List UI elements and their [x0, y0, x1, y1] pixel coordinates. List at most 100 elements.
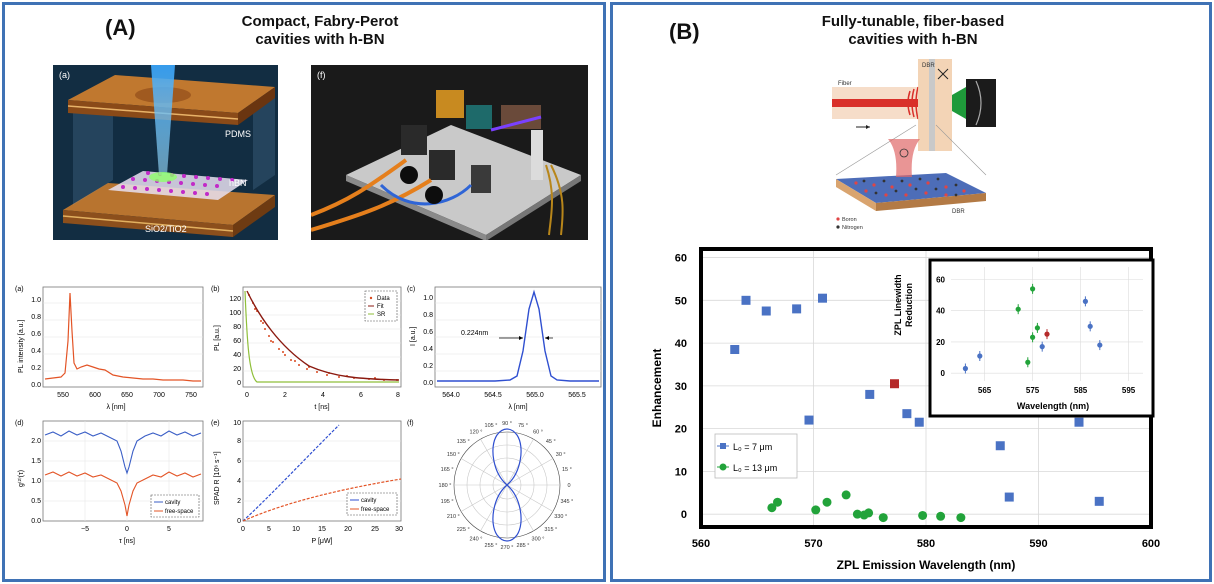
data-point-square — [914, 417, 924, 427]
main-xlabel: ZPL Emission Wavelength (nm) — [837, 558, 1016, 572]
subplot-d-ytick: 0.5 — [31, 498, 41, 505]
main-legend: L₀ = 7 μm L₀ = 13 μm — [714, 433, 798, 479]
subplot-e-label: (e) — [211, 420, 220, 427]
linewidth-annotation: 0.224nm — [461, 330, 488, 337]
subplot-b-xtick: 6 — [359, 392, 363, 399]
inset-xtick: 575 — [1026, 386, 1040, 395]
legend-sr: SR — [377, 312, 386, 318]
polar-spoke — [506, 458, 554, 486]
data-point-square — [995, 441, 1005, 451]
subplot-a: (a) PL intensity [a.u.] λ [nm] 550 600 6… — [15, 286, 204, 411]
main-ytick: 50 — [675, 295, 687, 307]
subplot-c-xlabel: λ [nm] — [508, 404, 527, 411]
g2-free-space-line — [44, 471, 202, 517]
saturation-free-space-line — [242, 478, 402, 522]
inset-data-point — [1087, 323, 1093, 329]
fiber-cable-blue — [379, 183, 473, 206]
subplot-e-xtick: 30 — [395, 526, 403, 533]
subplot-e-xtick: 20 — [344, 526, 352, 533]
subplot-e-xtick: 0 — [241, 526, 245, 533]
label-dbr-bottom: DBR — [952, 209, 965, 215]
main-legend-box — [714, 433, 798, 479]
inset-ytick: 60 — [936, 275, 945, 284]
subplot-a-xlabel: λ [nm] — [106, 404, 125, 411]
panel-b: (B) Fully-tunable, fiber-based cavities … — [610, 2, 1212, 582]
fiber-cavity-schematic: Fiber DBR DBR Boron Nitrogen — [826, 55, 998, 233]
data-point-square — [1094, 496, 1104, 506]
subplot-c-xtick: 564.5 — [484, 392, 502, 399]
label-fiber: Fiber — [838, 81, 852, 87]
main-ytick: 30 — [675, 381, 687, 393]
polar-angle-label: 330 ° — [554, 514, 567, 520]
polar-angle-label: 210 ° — [447, 514, 460, 520]
subplot-a-label: (a) — [15, 286, 24, 293]
subplot-c-ytick: 0.8 — [423, 312, 433, 319]
inset-frame — [928, 258, 1155, 418]
data-point-square — [902, 409, 912, 419]
main-yticks: 0 10 20 30 40 50 60 — [675, 253, 687, 522]
inset-data-point — [1015, 306, 1021, 312]
subplot-b: Data Fit SR (b) PL [a.u.] t [ns] 0 2 4 6… — [211, 286, 402, 411]
inset-xticks: 565 575 585 595 — [978, 386, 1136, 395]
polar-spoke — [506, 484, 554, 512]
polar-angle-label: 270 ° — [501, 545, 514, 551]
hbn-layer — [108, 171, 248, 200]
subplot-b-xtick: 4 — [321, 392, 325, 399]
polar-angle-label: 165 ° — [441, 467, 454, 473]
panel-a: (A) Compact, Fabry-Perot cavities with h… — [2, 2, 606, 582]
subplot-b-ytick: 20 — [233, 366, 241, 373]
inset-grid — [951, 267, 1143, 381]
subplot-c: 0.224nm (c) I [a.u.] λ [nm] 564.0 564.5 … — [407, 286, 602, 411]
inset-points — [962, 283, 1103, 374]
render-a-label: (a) — [59, 70, 70, 80]
panel-b-title: Fully-tunable, fiber-based cavities with… — [783, 13, 1043, 49]
data-point-circle — [822, 497, 832, 507]
subplot-e-ylabel: SPAD R [10⁶ s⁻¹] — [214, 451, 221, 505]
inset-data-point — [1034, 325, 1040, 331]
inset-xtick: 565 — [978, 386, 992, 395]
data-point-circle — [936, 511, 946, 521]
panel-a-letter: (A) — [105, 15, 136, 40]
polar-spoke — [460, 484, 508, 512]
polar-angle-label: 15 ° — [562, 467, 572, 473]
subplot-e-ytick: 8 — [237, 438, 241, 445]
inset-yticks: 0 20 40 60 — [936, 275, 945, 378]
legend-cavity: cavity — [165, 500, 180, 506]
subplot-c-label: (c) — [407, 286, 415, 293]
polar-angle-label: 30 ° — [556, 452, 566, 458]
label-hbn: hBN — [229, 178, 247, 188]
subplot-e-xlabel: P [μW] — [311, 538, 332, 545]
data-point-square — [792, 304, 802, 314]
legend-boron: Boron — [842, 217, 857, 223]
polar-angle-label: 195 ° — [441, 499, 454, 505]
subplot-a-ytick: 0.4 — [31, 348, 41, 355]
render-f-label: (f) — [317, 70, 326, 80]
panel-b-title-line1: Fully-tunable, fiber-based — [821, 13, 1005, 30]
data-point-circle — [811, 505, 821, 515]
label-pdms: PDMS — [225, 129, 251, 139]
inset-xtick: 585 — [1074, 386, 1088, 395]
subplot-a-xtick: 550 — [57, 392, 69, 399]
inset-ytick: 20 — [936, 338, 945, 347]
main-ytick: 0 — [681, 509, 687, 521]
main-xticks: 560 570 580 590 600 — [692, 538, 1160, 550]
main-ytick: 10 — [675, 466, 687, 478]
cavity-render: (a) PDMS hBN SiO2/TiO2 — [53, 65, 278, 240]
data-point-circle — [841, 490, 851, 500]
polar-angle-label: 300 ° — [532, 537, 545, 543]
data-point-square — [761, 306, 771, 316]
subplot-f: (f) 90 ° 75 ° 60 °45 ° 30 ° 15 ° 0 345 ° 330 ° 3… — [407, 420, 573, 551]
polar-angle-label: 60 ° — [533, 429, 543, 435]
subplot-d-xtick: 0 — [125, 526, 129, 533]
main-xtick: 590 — [1029, 538, 1047, 550]
subplot-b-ytick: 80 — [233, 324, 241, 331]
subplot-e-xtick: 25 — [371, 526, 379, 533]
laser-beam — [151, 65, 175, 175]
polarization-lobes — [492, 428, 522, 542]
inset-data-point — [1025, 359, 1031, 365]
main-xtick: 580 — [917, 538, 935, 550]
prism — [436, 90, 464, 118]
polar-angle-label: 240 ° — [470, 537, 483, 543]
subplot-a-ytick: 0.2 — [31, 365, 41, 372]
polar-spoke — [460, 458, 508, 486]
